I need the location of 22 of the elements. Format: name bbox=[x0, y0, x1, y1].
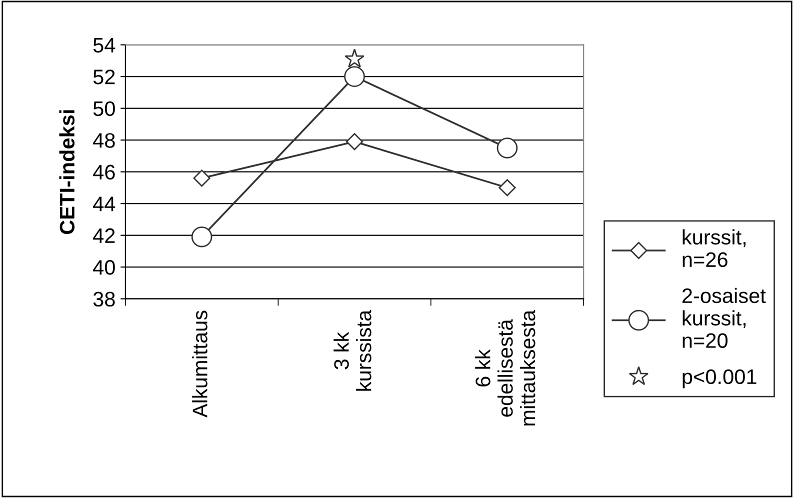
point bbox=[496, 138, 518, 158]
y-tick-label: 42 bbox=[93, 228, 115, 243]
legend-label: p<0.001 bbox=[682, 369, 756, 388]
x-tick-label: 3 kk kurssista bbox=[334, 310, 372, 391]
point bbox=[193, 170, 210, 187]
legend-label: 2-osaiset kurssit, n=20 bbox=[682, 288, 766, 348]
legend-label: kurssit, n=26 bbox=[682, 229, 746, 268]
y-tick-label: 50 bbox=[93, 101, 115, 116]
y-tick-label: 44 bbox=[93, 196, 116, 212]
x-tick-label: 6 kk edellisestä mittauksesta bbox=[475, 310, 536, 426]
y-tick-label: 46 bbox=[93, 164, 115, 180]
y-axis-title: CETI-indeksi bbox=[59, 110, 75, 234]
point bbox=[344, 66, 365, 87]
point bbox=[191, 226, 212, 248]
point bbox=[346, 133, 364, 150]
y-tick-label: 52 bbox=[93, 70, 115, 84]
y-tick-label: 38 bbox=[93, 292, 115, 307]
x-tick-label: Alkumittaus bbox=[192, 310, 208, 418]
y-tick-label: 40 bbox=[93, 260, 115, 275]
y-tick-label: 48 bbox=[93, 133, 115, 148]
point bbox=[498, 179, 516, 196]
y-tick-label: 54 bbox=[93, 38, 116, 53]
